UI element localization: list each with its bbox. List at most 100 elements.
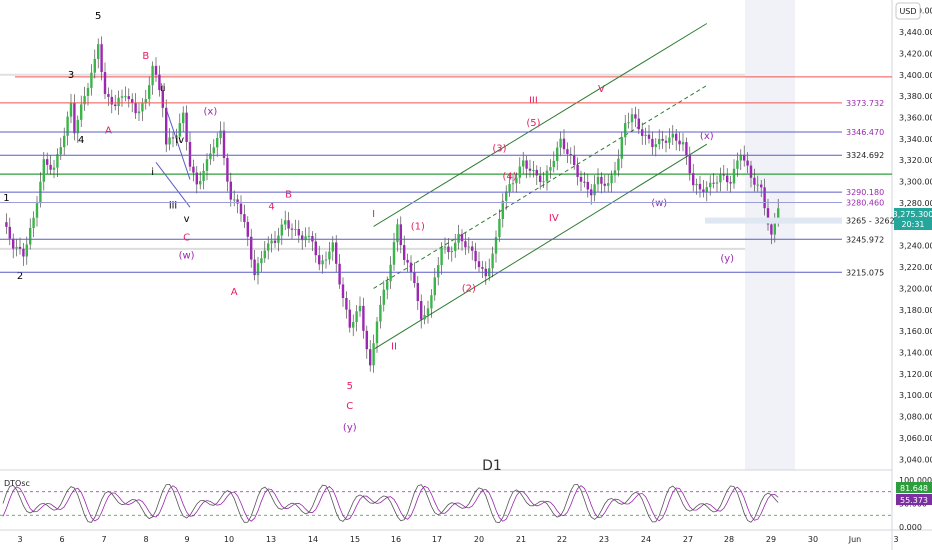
candle-body: [260, 258, 263, 264]
candle-body: [647, 134, 651, 139]
wedge-line-upper: [165, 108, 191, 180]
candle-body: [97, 44, 100, 59]
candle-body: [389, 264, 392, 282]
candle-body: [766, 208, 770, 225]
candle-body: [634, 114, 637, 119]
candle-body: [624, 123, 627, 138]
candle-body: [613, 170, 617, 176]
candle-body: [481, 267, 484, 269]
candle-body: [222, 130, 226, 158]
candle-body: [311, 235, 314, 242]
candle-body: [86, 87, 90, 97]
candle-body: [165, 107, 168, 145]
wave-label: (4): [503, 171, 517, 182]
level-label: 3280.460: [846, 198, 884, 207]
candle-body: [66, 116, 69, 136]
y-tick-label: 3,120.000: [899, 370, 932, 379]
candle-body: [345, 297, 348, 310]
x-tick-label: 28: [724, 535, 734, 544]
candle-body: [209, 153, 212, 160]
candle-body: [22, 248, 25, 257]
candle-body: [556, 147, 559, 161]
candle-body: [294, 228, 297, 230]
candle-body: [290, 228, 294, 230]
candle-body: [178, 123, 181, 137]
wave-label: B: [285, 190, 292, 201]
wave-label: C: [346, 401, 353, 412]
candle-body: [90, 72, 93, 88]
candle-body: [664, 140, 668, 143]
candle-body: [705, 187, 708, 192]
y-tick-label: 3,080.000: [899, 413, 932, 422]
candle-body: [542, 181, 545, 183]
countdown-value: 20:31: [901, 220, 924, 229]
candle-body: [239, 203, 243, 215]
candle-body: [243, 214, 246, 222]
candle-body: [692, 173, 695, 186]
candle-body: [627, 122, 630, 124]
candle-body: [161, 90, 164, 108]
candle-body: [233, 199, 236, 201]
candle-body: [358, 305, 362, 312]
y-tick-label: 3,320.000: [899, 156, 932, 165]
candle-body: [736, 160, 739, 169]
candle-body: [372, 343, 375, 366]
candle-body: [314, 241, 317, 256]
candle-body: [569, 154, 572, 156]
candle-body: [576, 165, 579, 177]
candle-body: [409, 262, 413, 273]
candle-body: [35, 203, 39, 218]
candle-body: [661, 138, 664, 141]
candle-body: [171, 137, 175, 139]
candle-body: [566, 149, 569, 155]
wave-label: 5: [95, 11, 101, 22]
candle-body: [270, 240, 273, 244]
candle-body: [117, 97, 120, 107]
candle-body: [229, 181, 232, 200]
currency-box[interactable]: [895, 2, 921, 20]
candle-body: [80, 104, 83, 120]
candle-body: [382, 289, 385, 305]
candle-body: [46, 159, 49, 165]
y-tick-label: 3,220.000: [899, 263, 932, 272]
candle-body: [403, 245, 406, 260]
candle-body: [76, 119, 79, 134]
candle-body: [552, 160, 555, 168]
candle-body: [331, 242, 334, 252]
y-tick-label: 3,060.000: [899, 434, 932, 443]
last-price-value: 3,275.300: [893, 210, 932, 219]
candle-body: [763, 187, 766, 209]
candle-body: [447, 246, 450, 253]
candle-body: [348, 309, 351, 328]
candle-body: [338, 263, 341, 285]
candle-body: [195, 172, 198, 185]
candle-body: [131, 99, 134, 103]
wave-label: B: [142, 51, 149, 62]
currency-label: USD: [899, 7, 916, 16]
candle-body: [355, 311, 358, 323]
x-tick-label: 3: [893, 535, 898, 544]
candle-body: [695, 183, 698, 186]
candle-body: [375, 321, 379, 344]
candle-body: [114, 104, 117, 107]
candle-body: [532, 169, 535, 171]
candle-body: [756, 184, 759, 186]
y-tick-label: 3,180.000: [899, 306, 932, 315]
candle-body: [596, 176, 600, 185]
x-tick-label: 23: [599, 535, 609, 544]
candle-body: [124, 96, 127, 98]
candle-body: [474, 250, 477, 262]
candle-body: [753, 177, 756, 185]
candle-body: [386, 281, 389, 290]
candle-body: [498, 219, 501, 238]
candle-body: [770, 224, 773, 235]
wave-label: I: [372, 209, 375, 220]
x-tick-label: 24: [641, 535, 651, 544]
wave-label: (w): [179, 251, 195, 262]
candle-body: [593, 184, 596, 196]
x-tick-label: 6: [59, 535, 64, 544]
candle-body: [324, 259, 328, 261]
candle-body: [307, 235, 311, 237]
candle-body: [199, 181, 202, 185]
